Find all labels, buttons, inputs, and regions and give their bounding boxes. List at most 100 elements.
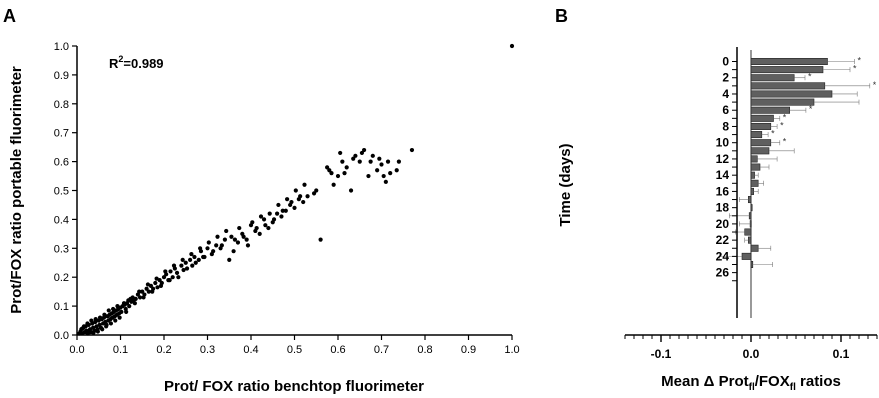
- bar: [750, 155, 758, 163]
- scatter-point: [154, 276, 159, 281]
- scatter-point: [219, 243, 224, 248]
- scatter-point: [305, 194, 310, 199]
- scatter-point: [179, 263, 184, 268]
- scatter-point: [202, 254, 207, 260]
- scatter-point: [145, 282, 151, 287]
- b-y-axis-title: Time (days): [557, 143, 574, 226]
- significance-marker: *: [873, 80, 877, 90]
- scatter-point: [232, 237, 238, 242]
- scatter-point: [368, 159, 373, 164]
- y-axis-title: Prot/FOX ratio portable fluorimeter: [8, 66, 25, 314]
- scatter-point: [375, 168, 380, 173]
- significance-marker: *: [783, 137, 787, 147]
- bar: [750, 147, 770, 155]
- bar: [744, 228, 752, 236]
- scatter-point: [141, 295, 146, 300]
- significance-marker: *: [771, 129, 775, 139]
- y-tick-label: 0.9: [54, 70, 69, 82]
- bar: [741, 252, 752, 260]
- scatter-point: [311, 191, 317, 196]
- scatter-point: [190, 263, 195, 268]
- bar: [750, 179, 759, 187]
- scatter-point: [344, 165, 349, 170]
- scatter-point: [93, 317, 98, 322]
- scatter-point: [366, 173, 371, 179]
- scatter-point: [214, 243, 219, 248]
- scatter-point: [85, 321, 90, 326]
- scatter-point: [409, 147, 415, 153]
- scatter-point: [189, 251, 194, 257]
- b-y-tick-label: 4: [722, 87, 729, 101]
- scatter-point: [104, 322, 109, 327]
- scatter-point: [158, 283, 164, 288]
- scatter-point: [314, 188, 319, 193]
- scatter-point: [396, 159, 401, 164]
- bar-chart: ********* -0.1 0.0 0.1 0246810121416182022…: [557, 47, 878, 393]
- scatter-point: [302, 182, 307, 187]
- scatter-point: [331, 182, 336, 187]
- x-tick-label: 0.6: [330, 344, 345, 356]
- bar: [750, 244, 759, 252]
- bar: [750, 74, 795, 82]
- scatter-point: [245, 243, 251, 248]
- b-y-tick-label: 2: [722, 71, 729, 85]
- b-x-axis-title: Mean Δ Protfl/FOXfl ratios: [661, 373, 841, 393]
- y-axis-ticks: 0.0 0.1 0.2 0.3 0.4 0.5 0.6 0.7 0.8 0.9 1.0: [54, 41, 77, 342]
- scatter-point: [183, 260, 188, 265]
- panel-label-a: A: [3, 6, 16, 26]
- scatter-point: [261, 217, 267, 222]
- scatter-point: [153, 280, 158, 286]
- scatter-point: [266, 225, 271, 231]
- panel-label-b: B: [555, 6, 568, 26]
- scatter-point: [81, 324, 87, 329]
- scatter-point: [394, 168, 399, 173]
- scatter-point: [359, 150, 365, 156]
- scatter-point: [293, 188, 298, 193]
- scatter-point: [155, 285, 160, 290]
- b-y-tick-label: 10: [716, 136, 730, 150]
- scatter-point: [180, 257, 185, 262]
- scatter-point: [176, 275, 181, 280]
- bar: [750, 90, 833, 98]
- scatter-point: [119, 309, 124, 314]
- scatter-point: [222, 237, 227, 242]
- scatter-point: [174, 270, 180, 275]
- scatter-point: [379, 162, 384, 167]
- scatter-point: [184, 266, 190, 271]
- bar: [747, 196, 752, 204]
- bar: [750, 163, 761, 171]
- b-y-tick-label: 6: [722, 103, 729, 117]
- scatter-point: [229, 234, 234, 239]
- scatter-point: [388, 171, 393, 176]
- x-axis-title: Prot/ FOX ratio benchtop fluorimeter: [164, 378, 424, 395]
- b-y-tick-label: 8: [722, 119, 729, 133]
- significance-marker: *: [783, 112, 787, 122]
- scatter-point: [275, 211, 280, 216]
- b-y-tick-label: 20: [716, 217, 730, 231]
- scatter-point: [301, 199, 306, 205]
- scatter-point: [150, 289, 155, 294]
- scatter-point: [285, 197, 290, 202]
- y-tick-label: 0.8: [54, 99, 69, 111]
- b-y-tick-label: 24: [716, 249, 730, 263]
- scatter-point: [351, 156, 356, 161]
- scatter-point: [163, 269, 168, 274]
- y-tick-label: 0.5: [54, 186, 69, 198]
- x-tick-label: 0.9: [461, 344, 476, 356]
- significance-marker: *: [780, 120, 784, 130]
- scatter-point: [106, 308, 111, 313]
- significance-marker: *: [808, 72, 812, 82]
- scatter-point: [102, 312, 107, 317]
- bar: [750, 131, 763, 139]
- scatter-point: [327, 168, 332, 173]
- scatter-point: [250, 220, 255, 225]
- scatter-point: [235, 240, 241, 245]
- scatter-point: [258, 214, 264, 219]
- scatter-point: [329, 171, 334, 176]
- significance-marker: *: [809, 104, 813, 114]
- scatter-point: [168, 269, 173, 274]
- scatter-point: [340, 159, 345, 164]
- scatter-point: [381, 173, 386, 179]
- x-tick-label: 1.0: [504, 344, 519, 356]
